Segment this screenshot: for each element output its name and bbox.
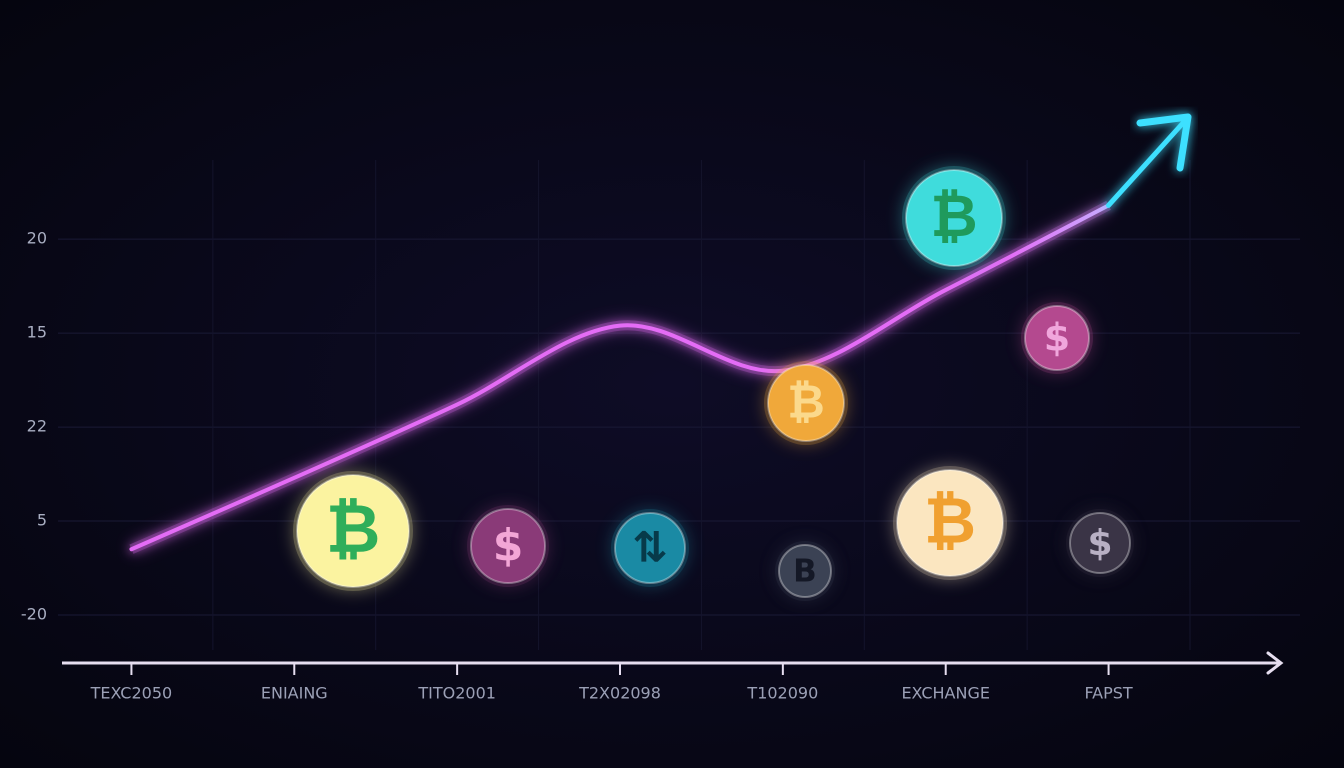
x-tick-label: ENIAING [261, 684, 328, 703]
y-tick-label: 15 [27, 323, 47, 342]
coin-symbol: $ [1087, 523, 1112, 564]
y-tick-label: 20 [27, 229, 47, 248]
coin-symbol: ₿ [930, 182, 977, 250]
coin [296, 474, 410, 588]
coin [778, 544, 832, 598]
plot-area [129, 113, 1192, 554]
coin-symbol: $ [493, 520, 524, 571]
coin-symbol: ⇅ [632, 523, 667, 572]
coin [470, 508, 546, 584]
coin-symbol: ₿ [326, 490, 381, 568]
y-tick-label: 5 [37, 511, 47, 530]
coin-symbol: $ [1044, 316, 1070, 360]
line [129, 203, 1111, 552]
coin [905, 169, 1003, 267]
coin-symbol: ₿ [924, 485, 976, 559]
coin [896, 469, 1004, 577]
x-tick-label: FAPST [1084, 684, 1132, 703]
coin-symbol: B [793, 554, 817, 590]
x-tick-label: T2X02098 [578, 684, 661, 703]
grid [58, 160, 1300, 650]
y-tick-label: 22 [27, 417, 47, 436]
x-tick-label: T102090 [746, 684, 818, 703]
x-tick-label: TITO2001 [417, 684, 496, 703]
trend-arrow-head [1136, 113, 1192, 172]
x-tick-label: TEXC2050 [90, 684, 173, 703]
coin [1024, 305, 1090, 371]
x-tick-label: EXCHANGE [901, 684, 990, 703]
x-axis-arrow [1266, 651, 1284, 675]
coin-symbol: ₿ [787, 375, 825, 429]
axes [62, 651, 1284, 675]
coin [614, 512, 686, 584]
coin [1069, 512, 1131, 574]
trend-arrow-shaft [1106, 120, 1186, 208]
coins: ₿ $ ₿ ₿ $ ⇅ B ₿ $ [293, 166, 1134, 601]
y-tick-label: -20 [21, 605, 47, 624]
coin [767, 364, 845, 442]
